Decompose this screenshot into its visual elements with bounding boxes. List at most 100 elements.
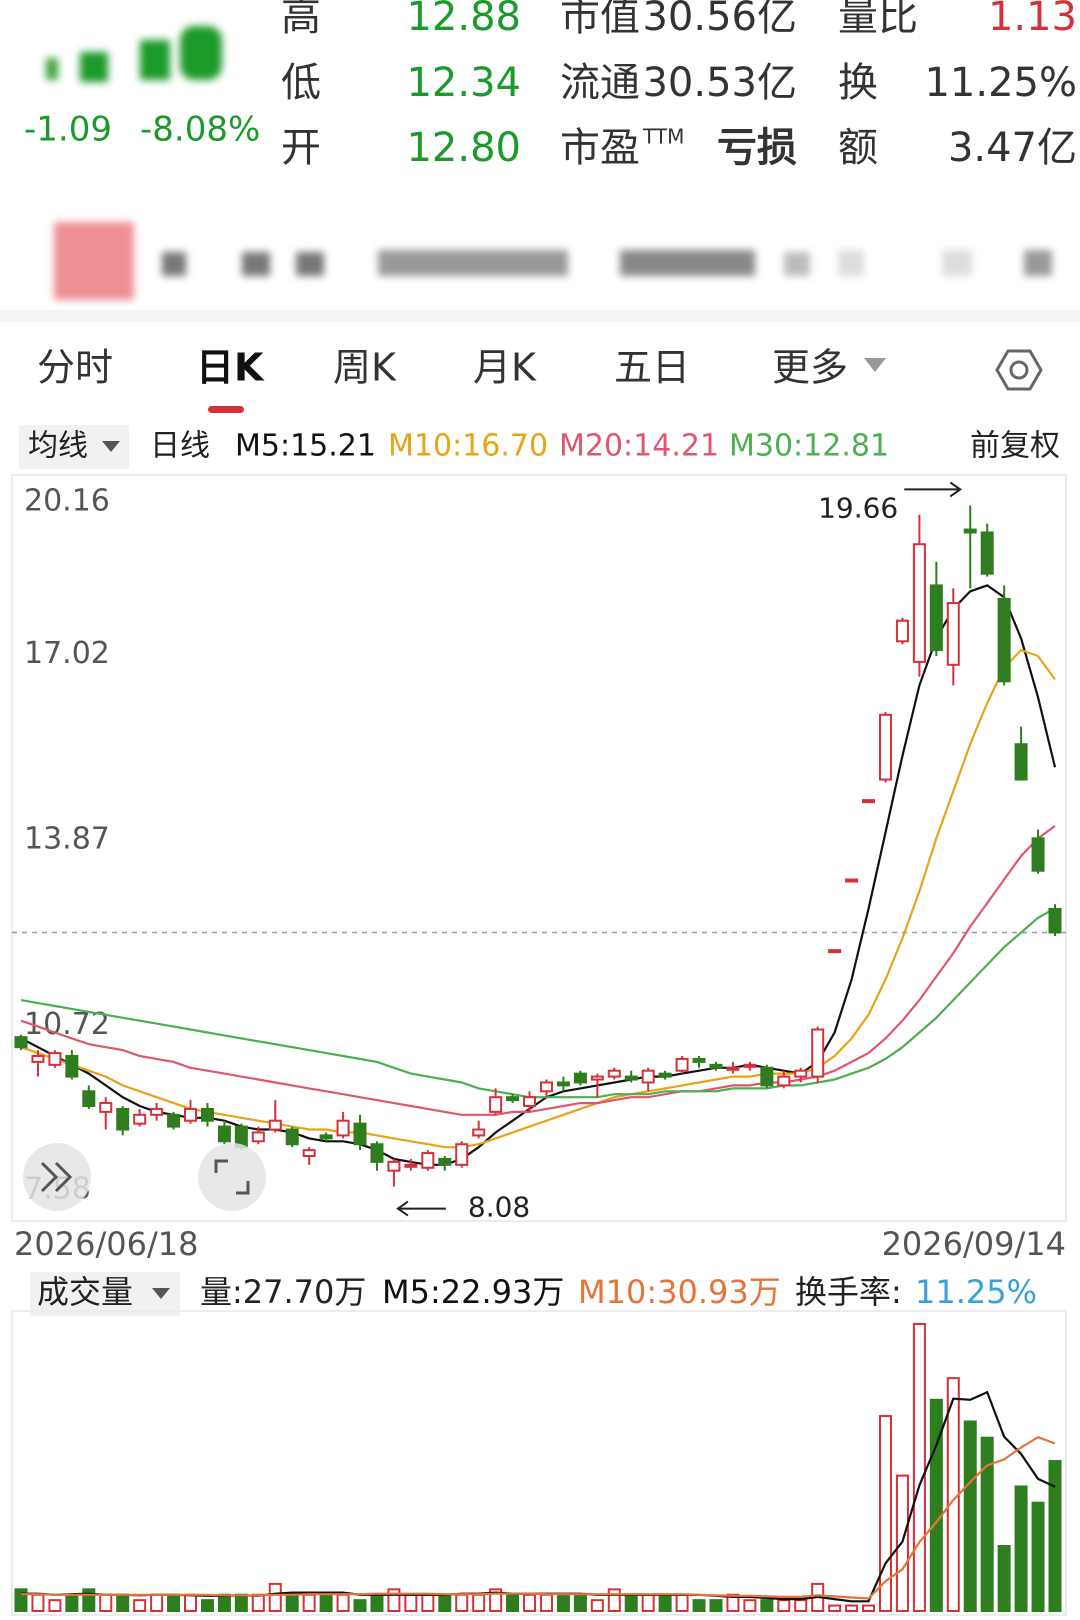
y-tick-label: 17.02 — [24, 636, 110, 671]
volume-bar — [1031, 1501, 1045, 1613]
candle-body — [760, 1066, 774, 1087]
volume-bar — [777, 1599, 791, 1612]
expand-left-button[interactable] — [23, 1143, 91, 1211]
price-frame — [11, 474, 1067, 1222]
quote-value: 3.47亿 — [948, 125, 1077, 171]
ma-line — [20, 825, 1056, 1116]
candle-body — [590, 1075, 604, 1081]
candle-body — [878, 713, 892, 781]
quote-value: 12.88 — [406, 0, 521, 40]
volume-title[interactable]: 成交量 — [37, 1273, 133, 1311]
volume-bar — [607, 1588, 621, 1612]
volume-bar — [404, 1593, 418, 1613]
volume-bar — [997, 1545, 1011, 1613]
candle-body — [845, 878, 859, 883]
volume-bar — [641, 1593, 655, 1613]
candle-body — [319, 1134, 333, 1140]
candle-body — [336, 1119, 350, 1137]
candle-body — [285, 1128, 299, 1146]
ma-line — [20, 907, 1056, 1099]
volume-bar — [455, 1593, 469, 1613]
volume-bar — [167, 1593, 181, 1613]
volume-bar — [760, 1599, 774, 1612]
volume-bar — [251, 1593, 265, 1613]
volume-caret — [152, 1288, 170, 1299]
quote-label: 开 — [281, 125, 321, 171]
candle-body — [929, 584, 943, 652]
quote-label: 市盈 — [560, 125, 640, 171]
candle-body — [624, 1075, 638, 1081]
blurred-price — [46, 26, 222, 82]
volume-bar — [556, 1593, 570, 1613]
candle-body — [743, 1063, 757, 1068]
tab[interactable]: 日K — [196, 346, 265, 390]
quote-value: 30.53亿 — [642, 60, 797, 106]
quote-value: 30.56亿 — [642, 0, 797, 40]
volume-bar — [116, 1593, 130, 1613]
candle-body — [709, 1063, 723, 1069]
volume-bar — [675, 1593, 689, 1613]
candle-body — [31, 1055, 45, 1063]
volume-bar — [709, 1599, 723, 1612]
tab[interactable]: 周K — [333, 346, 397, 390]
period: 日线 — [150, 429, 210, 464]
quote-label: 量比 — [838, 0, 918, 40]
candle-body — [404, 1163, 418, 1168]
ma-legend: M30:12.81 — [729, 429, 889, 464]
volume-bar — [14, 1588, 28, 1612]
candle-body — [116, 1107, 130, 1131]
candle-body — [726, 1066, 740, 1071]
adjust[interactable]: 前复权 — [970, 429, 1060, 464]
candle-body — [523, 1096, 537, 1108]
volume-bar — [1048, 1460, 1062, 1612]
quote-label: 高 — [281, 0, 321, 40]
tab[interactable]: 五日 — [614, 346, 690, 390]
candle-body — [353, 1122, 367, 1146]
volume-ma-legend: M10:30.93万 — [578, 1273, 781, 1311]
volume-bar — [912, 1323, 926, 1612]
volume-bar — [590, 1599, 604, 1612]
tab[interactable]: 月K — [473, 346, 537, 390]
volume-bar — [336, 1593, 350, 1613]
x-end: 2026/09/14 — [882, 1225, 1066, 1263]
ma-line — [20, 584, 1057, 1166]
more-caret — [864, 358, 886, 372]
volume-bar — [878, 1415, 892, 1613]
volume-bar — [200, 1599, 214, 1612]
candle-body — [506, 1096, 520, 1102]
candle-body — [607, 1069, 621, 1078]
turnover-label: 换手率: — [795, 1273, 902, 1311]
candle-body — [692, 1057, 706, 1063]
candle-body — [641, 1069, 655, 1084]
candle-body — [794, 1069, 808, 1078]
high-arrow — [904, 481, 962, 498]
volume-bar — [980, 1436, 994, 1613]
tab[interactable]: 分时 — [37, 346, 113, 390]
candle-body — [14, 1036, 28, 1049]
candle-body — [862, 799, 876, 804]
low-arrow — [396, 1200, 446, 1217]
quote-value: 12.34 — [406, 60, 521, 106]
volume-selector-box[interactable] — [30, 1272, 180, 1316]
ma-selector[interactable]: 均线 — [28, 429, 88, 464]
candle-body — [472, 1128, 486, 1137]
candle-body — [811, 1028, 825, 1078]
volume-bar — [99, 1593, 113, 1613]
candle-body — [675, 1057, 689, 1072]
ma-line — [20, 648, 1056, 1149]
candle-body — [184, 1107, 198, 1122]
settings-icon[interactable] — [995, 349, 1043, 391]
candle-body — [387, 1160, 401, 1172]
volume-bar — [150, 1593, 164, 1613]
tab[interactable]: 更多 — [772, 346, 848, 390]
low-label: 8.08 — [468, 1191, 530, 1224]
fullscreen-button[interactable] — [198, 1143, 266, 1211]
ma-caret — [102, 441, 120, 452]
candle-body — [1031, 837, 1045, 872]
volume-bar — [624, 1593, 638, 1613]
high-label: 19.66 — [818, 491, 898, 524]
turnover: 11.25% — [915, 1273, 1037, 1311]
volume-bar — [65, 1593, 79, 1613]
change: -1.09 — [24, 110, 112, 150]
